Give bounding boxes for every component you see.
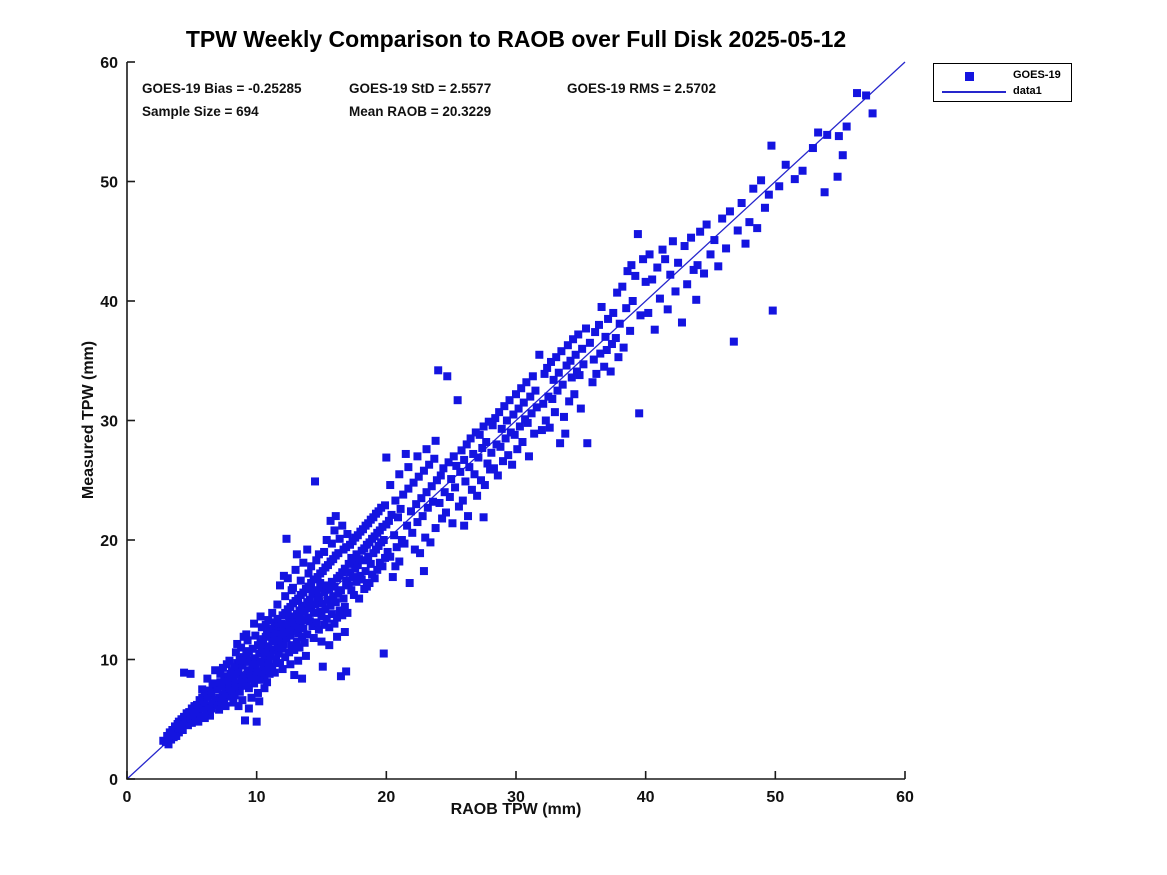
x-axis-label: RAOB TPW (mm) — [450, 801, 582, 818]
y-tick-label: 40 — [100, 294, 118, 311]
chart-title: TPW Weekly Comparison to RAOB over Full … — [185, 26, 847, 52]
x-tick-label: 0 — [123, 789, 132, 806]
y-tick-label: 10 — [100, 653, 118, 670]
square-marker-icon — [965, 72, 974, 81]
legend-label-data1: data1 — [1013, 85, 1042, 97]
legend: GOES-19 data1 — [933, 63, 1072, 102]
stat-bias: GOES-19 Bias = -0.25285 — [142, 81, 302, 96]
y-tick-label: 60 — [100, 55, 118, 72]
stat-std: GOES-19 StD = 2.5577 — [349, 81, 492, 96]
legend-label-goes19: GOES-19 — [1013, 69, 1061, 81]
stat-sample-size: Sample Size = 694 — [142, 104, 259, 119]
y-axis-ticks: 0 10 20 30 40 50 60 — [100, 55, 135, 789]
y-tick-label: 20 — [100, 533, 118, 550]
x-tick-label: 50 — [766, 789, 784, 806]
y-tick-label: 30 — [100, 414, 118, 431]
scatter-points-GOES-19 — [159, 89, 877, 749]
x-tick-label: 60 — [896, 789, 914, 806]
line-marker-icon — [942, 91, 1006, 93]
stat-rms: GOES-19 RMS = 2.5702 — [567, 81, 716, 96]
x-axis-ticks: 0 10 20 30 40 50 60 — [123, 771, 914, 806]
y-axis-label: Measured TPW (mm) — [80, 340, 97, 500]
x-tick-label: 10 — [248, 789, 266, 806]
stat-mean-raob: Mean RAOB = 20.3229 — [349, 104, 492, 119]
y-tick-label: 50 — [100, 175, 118, 192]
x-tick-label: 20 — [377, 789, 395, 806]
x-tick-label: 40 — [637, 789, 655, 806]
y-tick-label: 0 — [109, 772, 118, 789]
x-tick-label: 30 — [507, 789, 525, 806]
